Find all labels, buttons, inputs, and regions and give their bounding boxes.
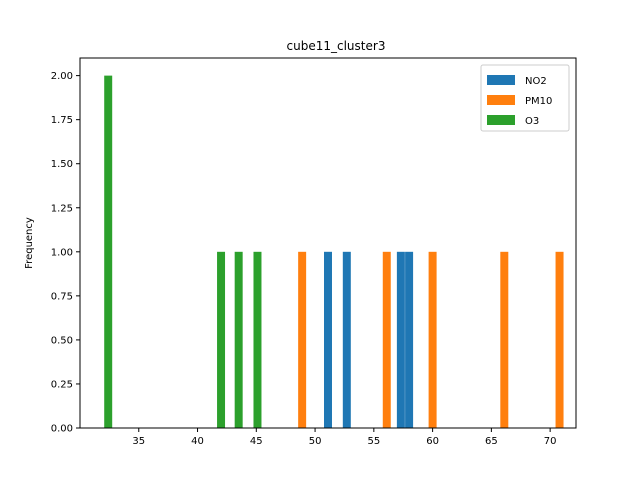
bar-pm10-4 [555, 251, 564, 428]
bar-o3-0 [104, 75, 113, 429]
chart-title: cube11_cluster3 [287, 39, 386, 53]
bar-o3-1 [217, 251, 226, 428]
bar-o3-2 [234, 251, 243, 428]
legend-label-o3: O3 [525, 116, 539, 127]
y-tick-label: 1.25 [51, 203, 73, 214]
y-tick-label: 2.00 [51, 71, 73, 82]
x-tick-label: 70 [544, 436, 557, 447]
bar-no2-2 [396, 251, 405, 428]
x-tick-label: 65 [485, 436, 498, 447]
plot-frame [79, 57, 577, 429]
bar-pm10-0 [298, 251, 307, 428]
y-tick-label: 1.00 [51, 247, 73, 258]
y-tick-label: 0.00 [51, 424, 73, 435]
bar-pm10-2 [428, 251, 437, 428]
bar-pm10-1 [382, 251, 391, 428]
x-tick-label: 40 [191, 436, 204, 447]
x-tick-label: 50 [309, 436, 322, 447]
legend-label-no2: NO2 [525, 76, 547, 87]
legend-swatch-no2 [487, 75, 515, 85]
x-tick-label: 55 [367, 436, 380, 447]
bar-no2-3 [405, 251, 414, 428]
bar-no2-1 [342, 251, 351, 428]
y-tick-label: 0.50 [51, 335, 73, 346]
legend-swatch-o3 [487, 115, 515, 125]
y-tick-label: 1.75 [51, 115, 73, 126]
x-axis: 35 40 45 50 55 60 65 70 [132, 428, 557, 447]
legend: NO2 PM10 O3 [480, 64, 570, 132]
bar-no2-0 [324, 251, 332, 428]
legend-swatch-pm10 [487, 95, 515, 105]
x-tick-label: 35 [132, 436, 145, 447]
x-tick-label: 60 [426, 436, 439, 447]
bars-group [104, 75, 564, 429]
y-axis-label: Frequency [24, 217, 35, 269]
legend-label-pm10: PM10 [525, 96, 552, 107]
bar-pm10-3 [500, 251, 509, 428]
y-tick-label: 0.75 [51, 291, 73, 302]
bar-o3-3 [253, 251, 262, 428]
y-axis: 0.00 0.25 0.50 0.75 1.00 1.25 1.50 1.75 2.00 [51, 71, 80, 435]
y-tick-label: 1.50 [51, 159, 73, 170]
x-tick-label: 45 [250, 436, 263, 447]
y-tick-label: 0.25 [51, 379, 73, 390]
